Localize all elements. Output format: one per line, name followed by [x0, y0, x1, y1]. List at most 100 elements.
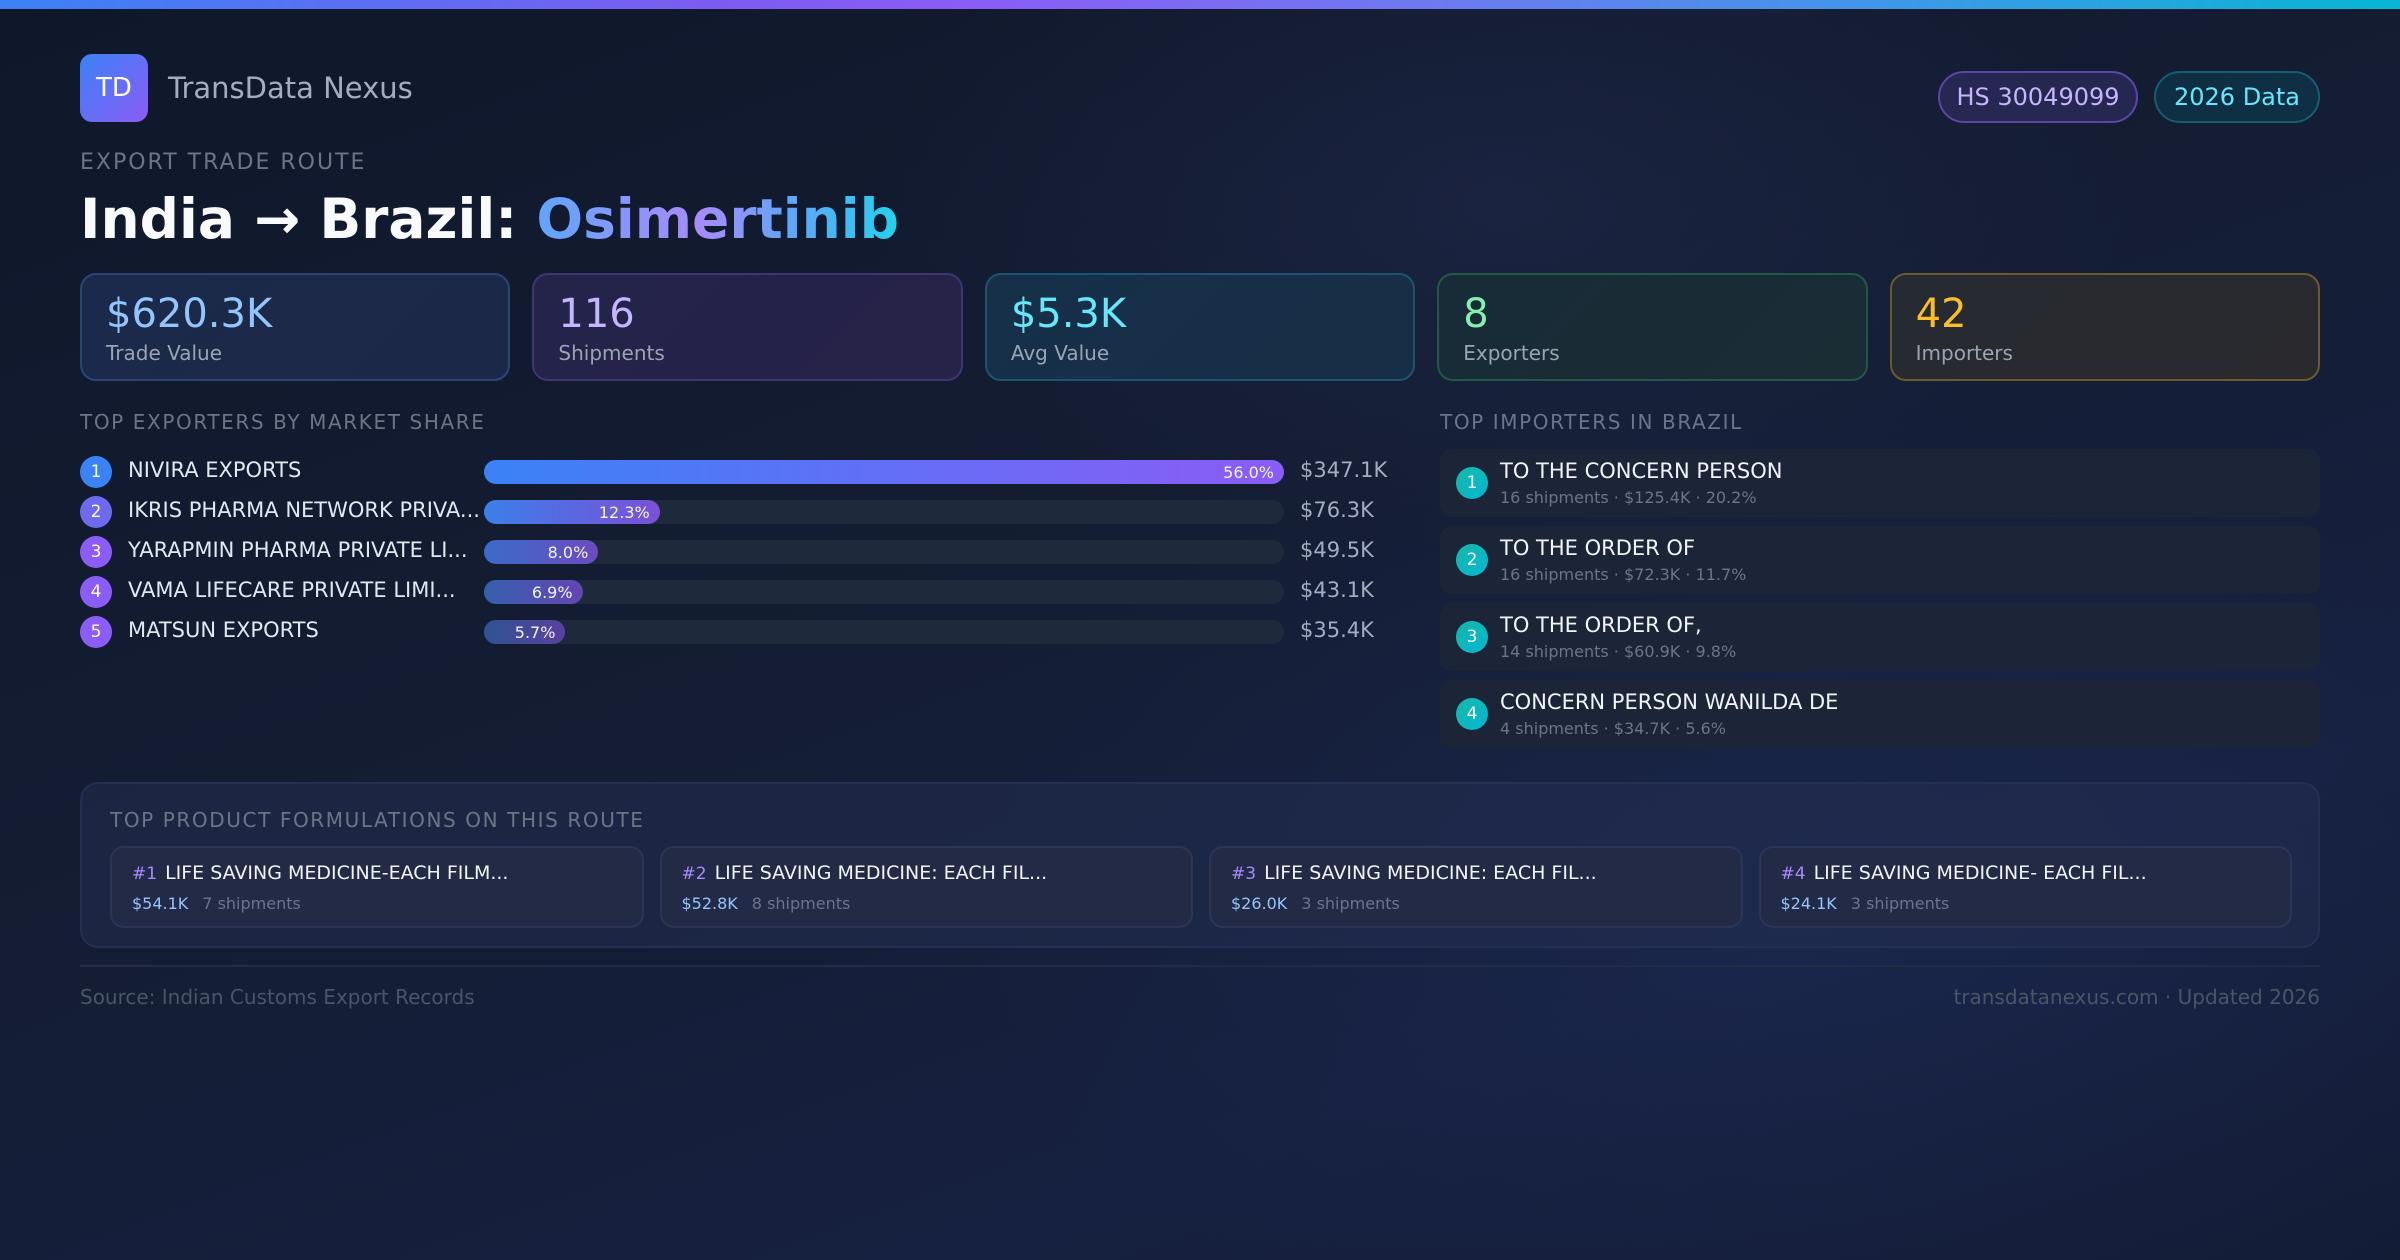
stat-value: 8	[1463, 291, 1489, 337]
page-title: India → Brazil: Osimertinib	[80, 187, 899, 251]
data-year-badge: 2026 Data	[2154, 71, 2320, 123]
formulation-shipments: 3 shipments	[1850, 894, 1950, 913]
importer-card[interactable]: 3 TO THE ORDER OF, 14 shipments · $60.9K ·…	[1440, 603, 2320, 671]
rank-badge: 1	[1456, 467, 1488, 499]
formulations-section-title: TOP PRODUCT FORMULATIONS ON THIS ROUTE	[110, 808, 645, 832]
formulation-card[interactable]: #3 LIFE SAVING MEDICINE: EACH FIL... $26.0…	[1209, 846, 1743, 928]
formulation-value: $52.8K	[681, 894, 738, 913]
share-bar-fill: 8.0%	[484, 540, 599, 564]
stat-value: 116	[558, 291, 635, 337]
share-bar-track: 8.0%	[484, 540, 1284, 564]
footer-site[interactable]: transdatanexus.com · Updated 2026	[1953, 985, 2320, 1009]
exporter-value: $347.1K	[1300, 458, 1388, 482]
brand-name[interactable]: TransData Nexus	[168, 71, 413, 105]
importers-list: 1 TO THE CONCERN PERSON 16 shipments · $12…	[1440, 449, 2320, 757]
stat-label: Importers	[1915, 341, 2013, 365]
formulation-rank: #4	[1780, 864, 1806, 884]
exporter-value: $76.3K	[1300, 498, 1374, 522]
importer-name: TO THE ORDER OF	[1500, 536, 1696, 560]
exporter-value: $35.4K	[1300, 618, 1374, 642]
stat-value: 42	[1915, 291, 1967, 337]
share-bar-track: 12.3%	[484, 500, 1284, 524]
share-bar-fill: 12.3%	[484, 500, 660, 524]
formulation-value: $54.1K	[132, 894, 189, 913]
stat-value: $620.3K	[106, 291, 273, 337]
formulation-card[interactable]: #2 LIFE SAVING MEDICINE: EACH FIL... $52.8…	[659, 846, 1193, 928]
stat-card-avg-value: $5.3K Avg Value	[984, 273, 1416, 381]
importer-meta: 16 shipments · $72.3K · 11.7%	[1500, 565, 1747, 584]
exporter-row[interactable]: 1 NIVIRA EXPORTS 56.0% $347.1K	[80, 451, 1400, 491]
product-name: Osimertinib	[536, 187, 899, 251]
share-percent: 6.9%	[531, 582, 573, 602]
exporter-name: VAMA LIFECARE PRIVATE LIMI...	[128, 578, 456, 602]
formulation-shipments: 7 shipments	[202, 894, 301, 913]
importer-meta: 4 shipments · $34.7K · 5.6%	[1500, 719, 1726, 738]
share-bar-fill: 56.0%	[484, 460, 1284, 484]
share-percent: 56.0%	[1223, 462, 1274, 482]
rank-badge: 3	[1456, 621, 1488, 653]
footer-source: Source: Indian Customs Export Records	[80, 985, 475, 1009]
rank-badge: 2	[80, 496, 112, 528]
exporter-value: $43.1K	[1300, 578, 1374, 602]
stat-card-exporters: 8 Exporters	[1437, 273, 1868, 381]
importer-meta: 16 shipments · $125.4K · 20.2%	[1500, 488, 1757, 507]
stat-card-importers: 42 Importers	[1889, 273, 2321, 381]
exporter-row[interactable]: 3 YARAPMIN PHARMA PRIVATE LI... 8.0% $49.5K	[80, 531, 1400, 571]
formulation-card[interactable]: #4 LIFE SAVING MEDICINE- EACH FIL... $24.1…	[1758, 846, 2292, 928]
stat-card-trade-value: $620.3K Trade Value	[80, 273, 511, 381]
formulations-panel: TOP PRODUCT FORMULATIONS ON THIS ROUTE #…	[80, 782, 2320, 948]
rank-badge: 1	[80, 456, 112, 488]
exporter-row[interactable]: 4 VAMA LIFECARE PRIVATE LIMI... 6.9% $43.1K	[80, 571, 1400, 611]
header: TD TransData Nexus HS 30049099 2026 Data	[80, 54, 2320, 123]
top-accent-bar	[0, 0, 2400, 9]
share-percent: 12.3%	[598, 502, 650, 522]
formulation-card[interactable]: #1 LIFE SAVING MEDICINE-EACH FILM... $54.1…	[110, 846, 644, 928]
importer-card[interactable]: 2 TO THE ORDER OF 16 shipments · $72.3K · …	[1440, 526, 2320, 594]
importer-name: TO THE ORDER OF,	[1500, 613, 1702, 637]
rank-badge: 4	[1456, 698, 1488, 730]
formulations-cards: #1 LIFE SAVING MEDICINE-EACH FILM... $54.1…	[110, 846, 2292, 928]
share-bar-fill: 6.9%	[484, 580, 583, 604]
importer-card[interactable]: 1 TO THE CONCERN PERSON 16 shipments · $12…	[1440, 449, 2320, 517]
rank-badge: 2	[1456, 544, 1488, 576]
importer-name: TO THE CONCERN PERSON	[1500, 459, 1783, 483]
route-eyebrow: EXPORT TRADE ROUTE	[80, 150, 367, 175]
stat-card-shipments: 116 Shipments	[532, 273, 963, 381]
rank-badge: 5	[80, 616, 112, 648]
formulation-rank: #1	[132, 864, 158, 884]
share-percent: 5.7%	[514, 622, 556, 642]
stat-value: $5.3K	[1010, 291, 1127, 337]
rank-badge: 4	[80, 576, 112, 608]
share-bar-track: 6.9%	[484, 580, 1284, 604]
importer-name: CONCERN PERSON WANILDA DE	[1500, 690, 1839, 714]
importers-section-title: TOP IMPORTERS IN BRAZIL	[1440, 410, 1743, 434]
stat-label: Trade Value	[106, 341, 223, 365]
exporter-name: YARAPMIN PHARMA PRIVATE LI...	[128, 538, 468, 562]
footer-divider	[80, 965, 2320, 967]
exporter-name: MATSUN EXPORTS	[128, 618, 319, 642]
exporter-value: $49.5K	[1300, 538, 1374, 562]
stat-label: Avg Value	[1010, 341, 1110, 365]
formulation-name: LIFE SAVING MEDICINE: EACH FIL...	[714, 862, 1048, 884]
exporter-name: IKRIS PHARMA NETWORK PRIVA...	[128, 498, 480, 522]
share-bar-track: 5.7%	[484, 620, 1284, 644]
exporter-row[interactable]: 5 MATSUN EXPORTS 5.7% $35.4K	[80, 611, 1400, 651]
hs-code-badge: HS 30049099	[1938, 71, 2138, 123]
share-percent: 8.0%	[547, 542, 589, 562]
rank-badge: 3	[80, 536, 112, 568]
exporter-name: NIVIRA EXPORTS	[128, 458, 302, 482]
formulation-value: $24.1K	[1780, 894, 1837, 913]
formulation-shipments: 3 shipments	[1301, 894, 1400, 913]
stat-label: Exporters	[1463, 341, 1560, 365]
formulation-name: LIFE SAVING MEDICINE- EACH FIL...	[1813, 862, 2147, 884]
formulation-value: $26.0K	[1231, 894, 1288, 913]
stat-label: Shipments	[558, 341, 665, 365]
stats-row: $620.3K Trade Value 116 Shipments $5.3K …	[80, 273, 2321, 381]
importer-card[interactable]: 4 CONCERN PERSON WANILDA DE 4 shipments · …	[1440, 680, 2320, 748]
exporter-row[interactable]: 2 IKRIS PHARMA NETWORK PRIVA... 12.3% $76.3…	[80, 491, 1400, 531]
exporters-section-title: TOP EXPORTERS BY MARKET SHARE	[80, 410, 486, 434]
brand-logo[interactable]: TD	[80, 54, 148, 122]
share-bar-fill: 5.7%	[484, 620, 566, 644]
route-label: India → Brazil:	[80, 187, 537, 251]
formulation-rank: #3	[1231, 864, 1257, 884]
